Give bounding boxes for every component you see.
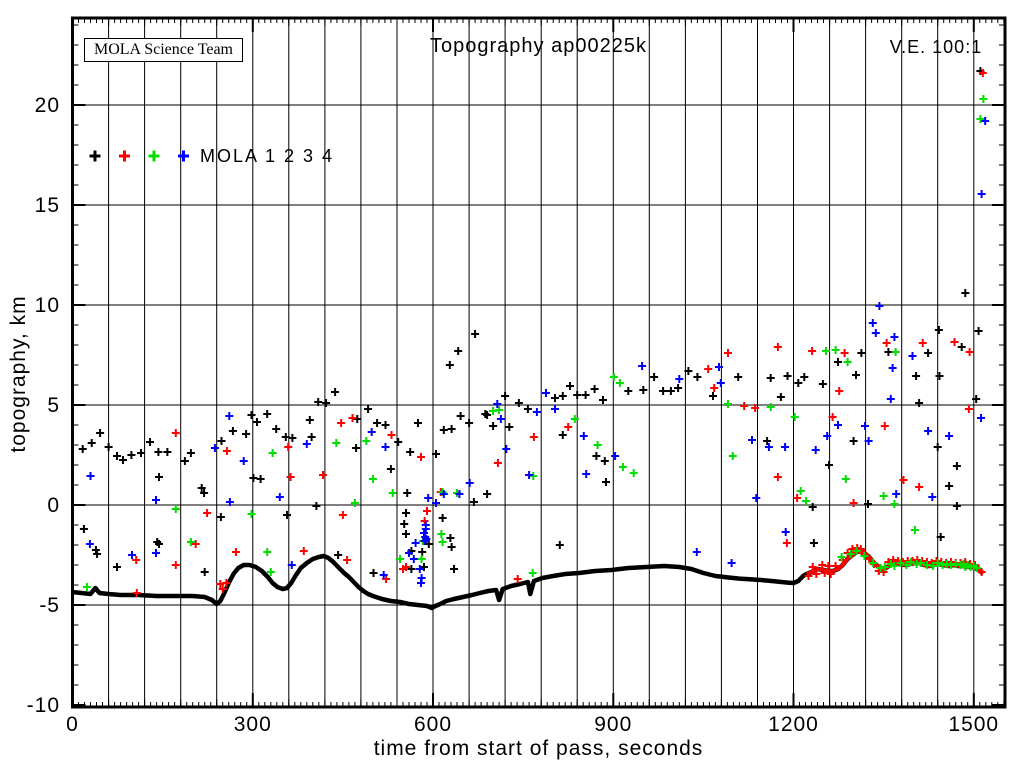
legend-plus-icon-3: [148, 150, 160, 162]
vertical-gridlines: [108, 18, 975, 707]
x-axis-title: time from start of pass, seconds: [373, 737, 704, 760]
scatter-points-mola-4: [85, 117, 990, 587]
y-major-ticks: [72, 104, 1005, 706]
legend-marker-icons: [89, 150, 189, 162]
legend-plus-icon-1: [89, 150, 101, 162]
scatter-points-mola-3: [82, 95, 988, 591]
chart-title: Topography ap00225k: [430, 35, 647, 57]
vertical-exaggeration-label: V.E. 100:1: [889, 37, 983, 57]
team-credit-box: MOLA Science Team: [84, 38, 243, 62]
legend-label: MOLA 1 2 3 4: [200, 146, 335, 166]
y-axis-title: topography, km: [7, 295, 30, 453]
legend-plus-icon-4: [178, 150, 189, 162]
scatter-points-mola-2: [132, 69, 987, 597]
plot-border: [71, 16, 1007, 709]
horizontal-gridlines: [72, 104, 1005, 606]
scatter-points-mola-1: [78, 67, 985, 577]
legend-plus-icon-2: [119, 150, 130, 162]
